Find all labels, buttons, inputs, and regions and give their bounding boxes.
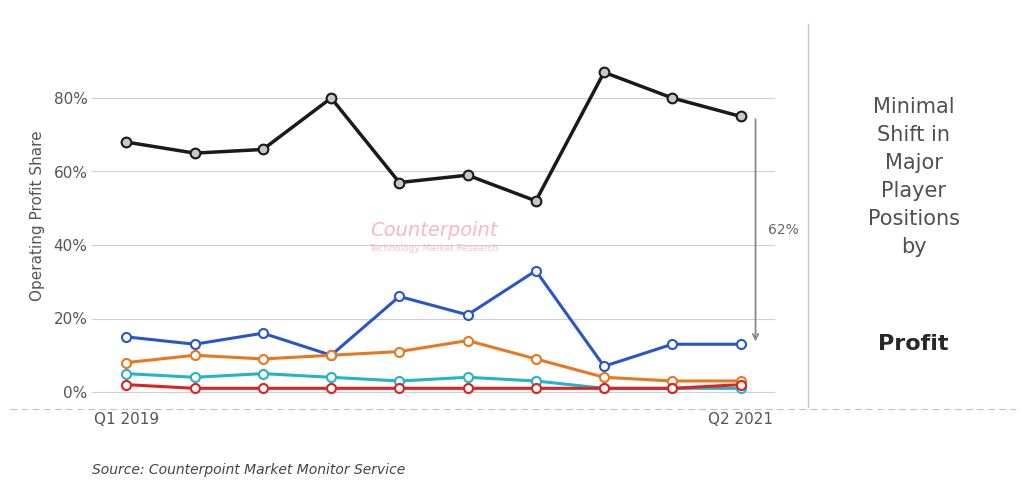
Y-axis label: Operating Profit Share: Operating Profit Share [30,130,45,301]
Text: Technology Market Research: Technology Market Research [369,244,498,253]
Text: Source: Counterpoint Market Monitor Service: Source: Counterpoint Market Monitor Serv… [92,464,405,477]
Text: Profit: Profit [878,334,949,354]
Text: Minimal
Shift in
Major
Player
Positions
by: Minimal Shift in Major Player Positions … [868,98,959,257]
Text: Counterpoint: Counterpoint [369,221,498,240]
Text: 62%: 62% [767,223,798,237]
